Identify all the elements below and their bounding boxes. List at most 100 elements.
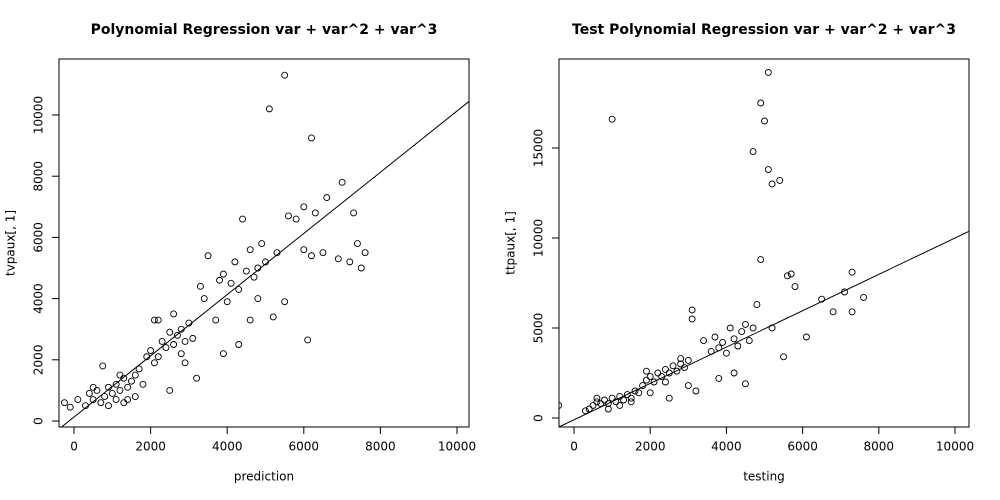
point (677, 355, 685, 363)
point (250, 273, 258, 281)
point (726, 324, 734, 332)
point (219, 350, 227, 358)
point (753, 301, 761, 309)
point (350, 209, 358, 217)
point (346, 258, 354, 266)
point (116, 371, 124, 379)
point (768, 180, 776, 188)
point (116, 386, 124, 394)
point (692, 387, 700, 395)
point (196, 282, 204, 290)
point (166, 386, 174, 394)
point (654, 369, 662, 377)
point (722, 349, 730, 357)
point (162, 344, 170, 352)
point (242, 267, 250, 275)
point (642, 376, 650, 384)
point (99, 362, 107, 370)
point (308, 252, 315, 260)
point (860, 293, 868, 301)
point (749, 148, 757, 156)
point (791, 283, 799, 291)
point (108, 390, 116, 397)
point (783, 272, 791, 280)
point (353, 240, 361, 247)
point (112, 396, 120, 404)
point (219, 270, 227, 278)
point (189, 334, 197, 342)
y-axis-label: ttpaux[, 1] (504, 211, 518, 275)
point (150, 316, 158, 324)
point (124, 396, 132, 404)
point (74, 396, 82, 404)
point (757, 99, 765, 107)
point (357, 264, 365, 272)
plot-area (559, 68, 969, 427)
point (181, 359, 189, 367)
point (66, 403, 74, 411)
point (730, 335, 738, 343)
point (181, 337, 189, 345)
x-tick-label: 8000 (864, 440, 895, 454)
x-tick-label: 6000 (787, 440, 818, 454)
point (154, 353, 162, 361)
x-tick-label: 0 (570, 440, 578, 454)
x-tick-label: 2000 (135, 440, 166, 454)
point (216, 276, 224, 284)
x-axis-label: testing (743, 470, 785, 484)
point (742, 380, 749, 388)
x-tick-label: 2000 (635, 440, 666, 454)
x-tick-label: 4000 (711, 440, 742, 454)
point (665, 394, 673, 402)
point (173, 331, 181, 339)
point (673, 367, 681, 375)
y-tick-label: 10000 (32, 96, 46, 134)
point (627, 398, 635, 406)
point (730, 369, 738, 377)
point (604, 400, 612, 408)
point (761, 117, 768, 125)
point (700, 337, 708, 345)
y-axis-label: tvpaux[, 1] (4, 210, 18, 276)
point (258, 240, 266, 247)
point (170, 341, 178, 348)
point (177, 350, 185, 358)
point (669, 362, 677, 370)
point (776, 176, 784, 184)
point (105, 402, 112, 410)
x-tick-label: 4000 (212, 440, 243, 454)
point (593, 398, 601, 406)
point (764, 166, 772, 174)
point (154, 316, 162, 324)
point (684, 382, 692, 390)
y-tick-label: 10000 (532, 219, 546, 257)
point (802, 333, 810, 341)
chart-title: Test Polynomial Regression var + var^2 +… (572, 22, 956, 38)
y-tick-label: 6000 (32, 222, 46, 253)
point (612, 398, 620, 406)
y-tick-label: 4000 (32, 283, 46, 314)
point (281, 298, 289, 306)
point (131, 393, 139, 400)
point (608, 115, 616, 123)
point (745, 337, 753, 345)
point (589, 401, 597, 409)
point (719, 338, 727, 346)
point (650, 378, 658, 386)
y-tick-label: 2000 (32, 345, 46, 376)
point (89, 383, 97, 391)
point (616, 401, 624, 409)
point (246, 316, 254, 324)
point (681, 364, 688, 372)
point (170, 310, 178, 318)
point (235, 285, 243, 293)
point (662, 378, 669, 386)
point (308, 134, 315, 142)
point (319, 249, 327, 257)
point (620, 396, 627, 404)
point (787, 270, 795, 278)
point (715, 374, 723, 382)
point (323, 194, 331, 202)
point (97, 399, 105, 407)
